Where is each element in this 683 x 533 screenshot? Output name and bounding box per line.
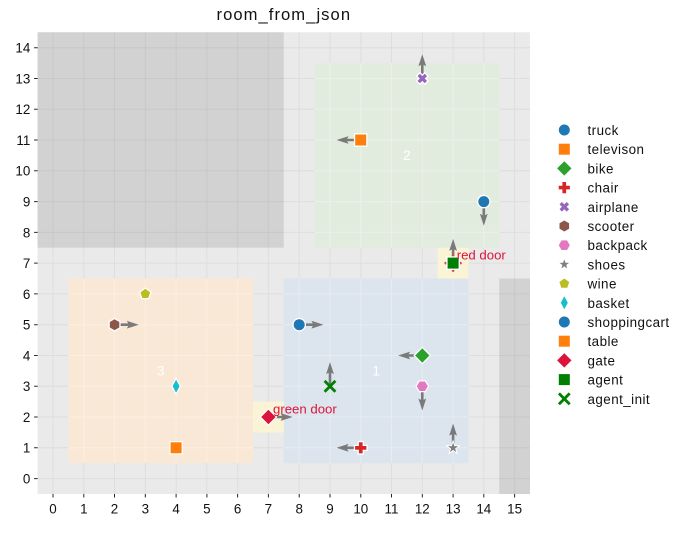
- svg-text:bike: bike: [588, 161, 614, 176]
- svg-text:15: 15: [507, 502, 522, 517]
- svg-text:televison: televison: [588, 142, 645, 157]
- svg-text:2: 2: [403, 148, 410, 163]
- svg-text:1: 1: [372, 364, 379, 379]
- svg-text:12: 12: [15, 102, 30, 117]
- svg-text:agent: agent: [588, 373, 624, 388]
- svg-text:5: 5: [23, 318, 30, 333]
- svg-text:13: 13: [15, 71, 30, 86]
- svg-text:3: 3: [142, 502, 149, 517]
- svg-text:shoes: shoes: [588, 257, 626, 272]
- svg-text:1: 1: [80, 502, 87, 517]
- svg-text:chair: chair: [588, 181, 619, 196]
- svg-text:wine: wine: [587, 277, 617, 292]
- svg-text:green door: green door: [273, 402, 337, 417]
- svg-text:13: 13: [446, 502, 461, 517]
- svg-text:truck: truck: [588, 123, 619, 138]
- svg-text:4: 4: [172, 502, 180, 517]
- svg-text:0: 0: [23, 472, 30, 487]
- svg-text:12: 12: [415, 502, 430, 517]
- svg-text:agent_init: agent_init: [588, 392, 651, 407]
- svg-text:4: 4: [23, 348, 31, 363]
- svg-text:3: 3: [157, 364, 164, 379]
- svg-text:11: 11: [385, 502, 399, 517]
- svg-text:3: 3: [23, 379, 30, 394]
- svg-text:9: 9: [326, 502, 333, 517]
- svg-text:6: 6: [23, 287, 30, 302]
- svg-text:14: 14: [15, 41, 30, 56]
- svg-text:airplane: airplane: [588, 200, 639, 215]
- svg-text:10: 10: [353, 502, 368, 517]
- svg-text:scooter: scooter: [588, 219, 635, 234]
- svg-text:room_from_json: room_from_json: [217, 5, 352, 24]
- svg-text:6: 6: [234, 502, 241, 517]
- svg-text:0: 0: [49, 502, 56, 517]
- svg-text:8: 8: [23, 225, 30, 240]
- svg-text:11: 11: [16, 133, 30, 148]
- svg-text:9: 9: [23, 195, 30, 210]
- svg-text:7: 7: [265, 502, 272, 517]
- svg-text:10: 10: [15, 164, 30, 179]
- svg-text:gate: gate: [588, 353, 616, 368]
- svg-text:2: 2: [111, 502, 118, 517]
- svg-text:7: 7: [23, 256, 30, 271]
- svg-text:table: table: [588, 334, 619, 349]
- svg-text:2: 2: [23, 410, 30, 425]
- svg-text:5: 5: [203, 502, 210, 517]
- svg-text:basket: basket: [588, 296, 630, 311]
- svg-text:backpack: backpack: [588, 238, 648, 253]
- svg-text:1: 1: [23, 441, 30, 456]
- svg-text:8: 8: [295, 502, 302, 517]
- svg-text:shoppingcart: shoppingcart: [588, 315, 670, 330]
- svg-text:14: 14: [476, 502, 491, 517]
- svg-text:red door: red door: [457, 248, 507, 263]
